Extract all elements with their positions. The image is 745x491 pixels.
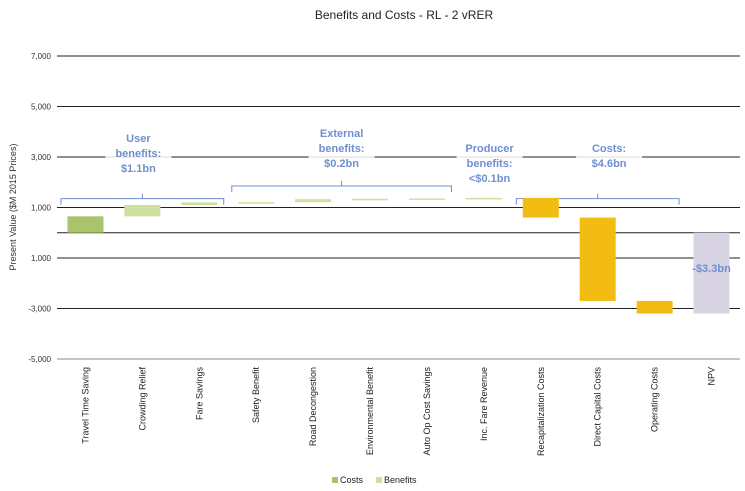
annotation-text: $1.1bn	[121, 163, 156, 175]
annotation-text: Producer	[465, 143, 514, 155]
x-category-label: Travel Time Saving	[80, 367, 90, 444]
annotation-text: External	[320, 128, 363, 140]
bars	[67, 197, 730, 314]
annotation-text: $0.2bn	[324, 158, 359, 170]
bar-travel-time-saving	[67, 216, 104, 233]
annotation-box	[308, 124, 375, 176]
annotation-bracket	[515, 193, 680, 205]
x-category-label: Direct Capital Costs	[593, 367, 603, 447]
bar-crowding-relief	[124, 204, 161, 217]
x-category-label: Crowding Relief	[137, 367, 147, 431]
y-axis-title: Present Value ($M 2015 Prices)	[8, 144, 18, 271]
chart-title: Benefits and Costs - RL - 2 vRER	[315, 8, 494, 22]
y-axis-ticks: 7,000 5,000 3,000 1,000 1,000 -3,000 -5,000	[28, 52, 51, 364]
y-tick-label: -5,000	[28, 355, 51, 364]
annotation-brackets	[60, 181, 680, 205]
annotation-text: benefits:	[115, 148, 161, 160]
x-axis-categories: Travel Time Saving Crowding Relief Fare Sa…	[80, 367, 716, 457]
x-category-label: Fare Savings	[194, 367, 204, 421]
bar-recapitalization-costs	[522, 197, 559, 218]
legend: Costs Benefits	[332, 475, 417, 485]
y-tick-label: 5,000	[31, 103, 52, 112]
annotation-box	[576, 139, 643, 176]
bar-road-decongestion	[295, 199, 332, 203]
legend-label: Costs	[340, 475, 364, 485]
bar-safety-benefit	[238, 202, 275, 204]
x-category-label: Auto Op Cost Savings	[422, 367, 432, 456]
annotation-bracket	[231, 181, 452, 193]
bar-operating-costs	[636, 300, 673, 314]
annotation-bracket	[60, 193, 225, 205]
annotation-text: User	[126, 133, 151, 145]
annotation-box	[105, 129, 172, 181]
x-category-label: Safety Benefit	[251, 367, 261, 424]
bar-inc-fare-revenue	[465, 197, 502, 200]
legend-label: Benefits	[384, 475, 417, 485]
annotation-text: $4.6bn	[592, 158, 627, 170]
x-category-label: Inc. Fare Revenue	[479, 367, 489, 441]
annotation-text: <$0.1bn	[469, 173, 511, 185]
y-tick-label: 1,000	[31, 254, 52, 263]
annotation-text: Costs:	[592, 143, 626, 155]
x-category-label: Recapitalization Costs	[536, 367, 546, 457]
y-tick-label: 3,000	[31, 153, 52, 162]
bar-fare-savings	[181, 202, 218, 205]
bar-direct-capital-costs	[579, 217, 616, 301]
x-category-label: Road Decongestion	[308, 367, 318, 446]
annotation-box	[456, 139, 523, 191]
y-tick-label: -3,000	[28, 305, 51, 314]
x-category-label: Operating Costs	[650, 367, 660, 433]
y-tick-label: 7,000	[31, 52, 52, 61]
y-tick-label: 1,000	[31, 204, 52, 213]
x-category-label: NPV	[707, 367, 717, 386]
x-category-label: Environmental Benefit	[365, 367, 375, 456]
annotation-text: -$3.3bn	[692, 263, 731, 275]
annotations: User benefits: $1.1bn External benefits: $0.2…	[105, 124, 731, 275]
bar-auto-op-cost-savings	[408, 198, 445, 200]
bar-npv	[693, 232, 730, 314]
bar-environmental-benefit	[352, 198, 389, 201]
legend-swatch	[332, 477, 338, 483]
annotation-text: benefits:	[319, 143, 365, 155]
annotation-text: benefits:	[467, 158, 513, 170]
legend-swatch	[376, 477, 382, 483]
